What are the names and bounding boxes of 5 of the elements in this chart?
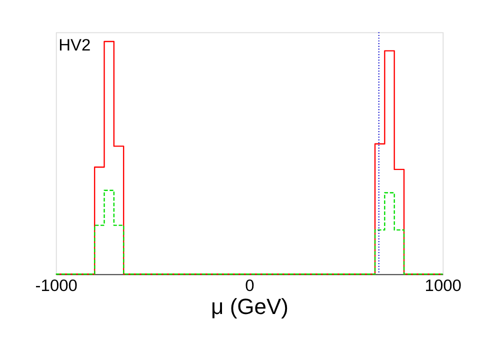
x-tick-label: 0 xyxy=(245,277,254,296)
x-tick-label: -1000 xyxy=(35,277,78,296)
x-axis-title: μ (GeV) xyxy=(211,294,288,320)
annotation: HV2 xyxy=(58,36,91,55)
x-tick-label: 1000 xyxy=(424,277,462,296)
